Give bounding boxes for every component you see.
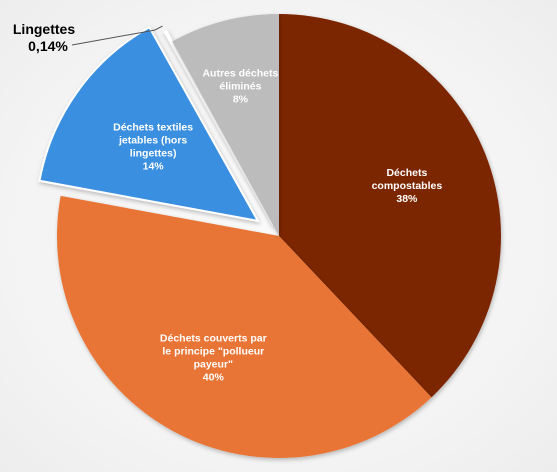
lingettes-leader-line (71, 25, 163, 46)
pie-slice-autres-dechets (172, 14, 279, 236)
pie-slice-dechets (279, 14, 501, 398)
pie-slice-dechets-couverts-par (56, 195, 432, 459)
data-label-autres-dechets: Autres déchets éliminés 8% (202, 67, 278, 105)
pie-slice-dechets-textiles (38, 25, 260, 223)
data-label-dechets-couverts-par: Déchets couverts par le principe "pollueu… (160, 332, 267, 383)
data-label-dechets-textiles: Déchets textiles jetables (hors lingettes)… (113, 121, 193, 172)
data-label-dechets: Déchets compostables 38% (372, 167, 443, 205)
data-label-lingettes: Lingettes 0,14% (13, 21, 75, 54)
pie-slice-lingettes (163, 29, 275, 226)
